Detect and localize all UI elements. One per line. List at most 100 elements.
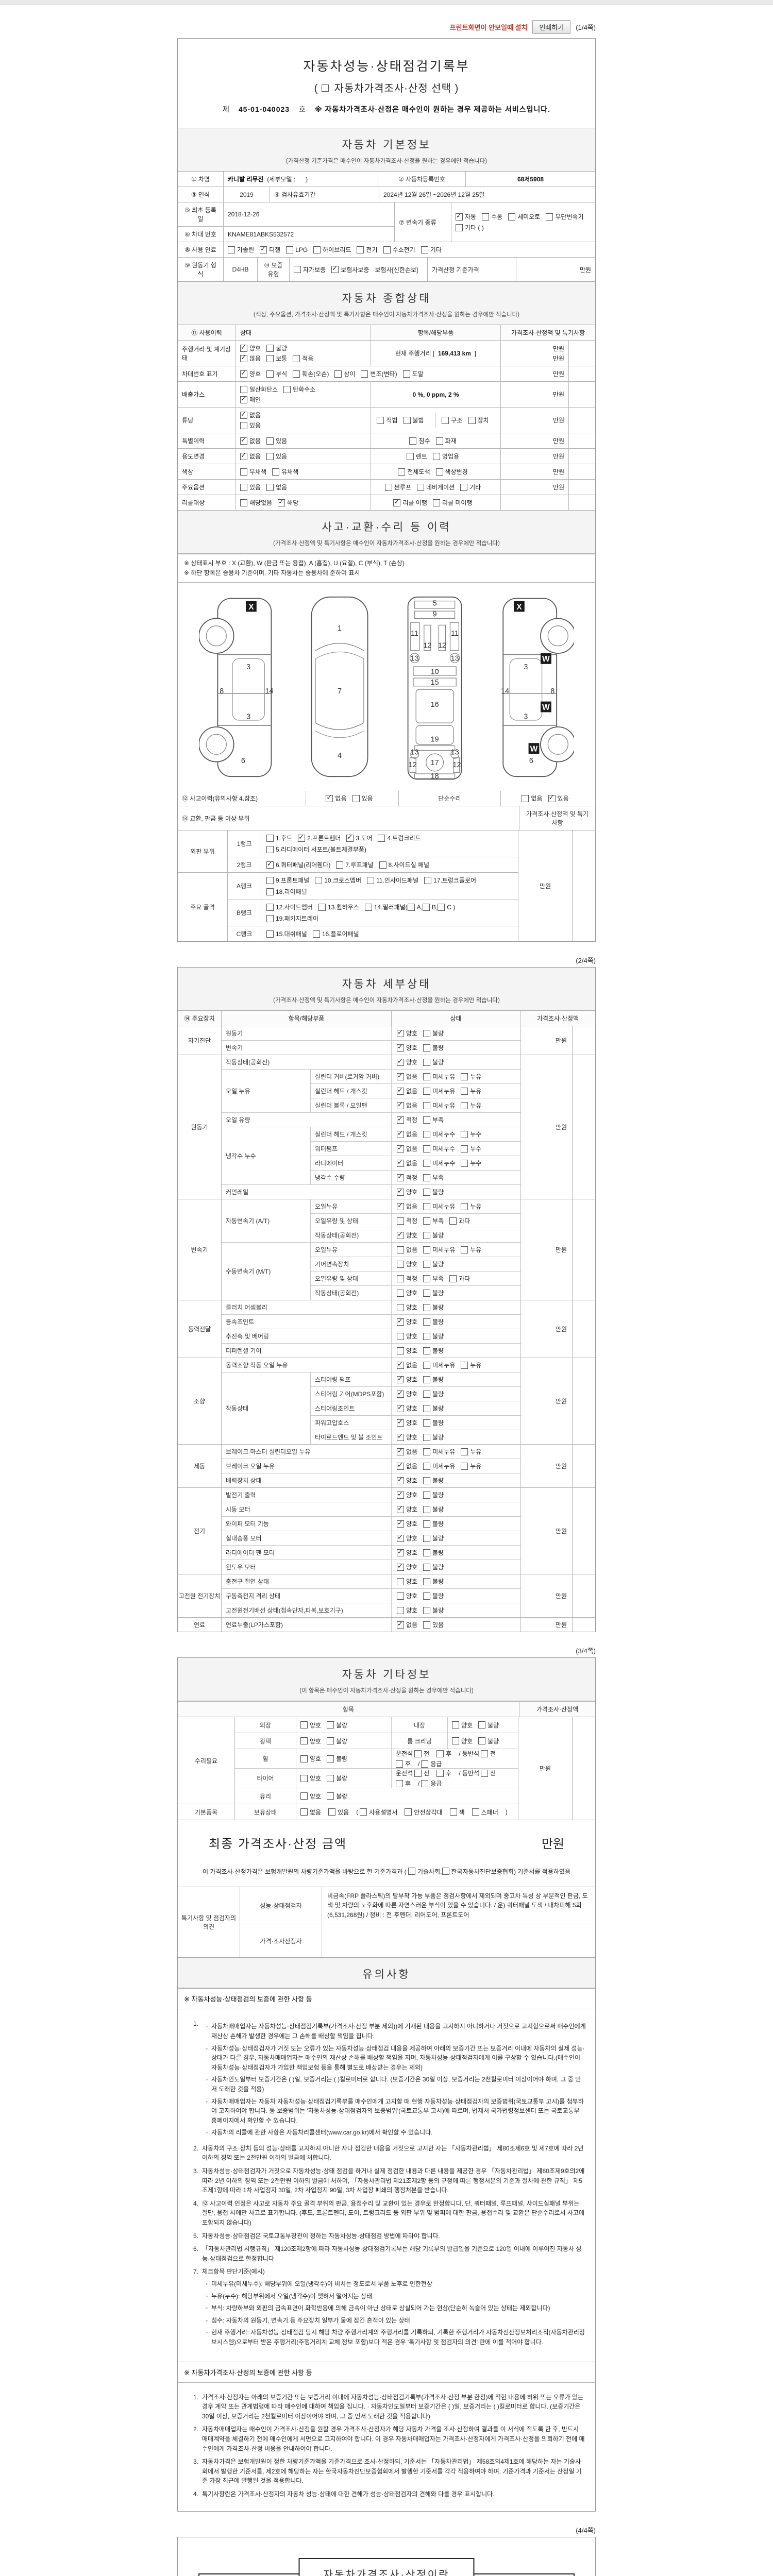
checkbox[interactable]	[449, 1808, 457, 1816]
checkbox[interactable]	[266, 354, 274, 362]
checkbox[interactable]	[240, 483, 247, 491]
checkbox[interactable]	[240, 468, 247, 476]
checkbox[interactable]	[397, 1144, 404, 1153]
checkbox[interactable]	[397, 1504, 404, 1513]
checkbox[interactable]	[294, 266, 301, 273]
checkbox[interactable]	[397, 1620, 404, 1629]
checkbox[interactable]	[357, 246, 364, 253]
checkbox[interactable]	[522, 794, 529, 802]
checkbox[interactable]	[423, 1087, 431, 1095]
checkbox[interactable]	[423, 1058, 431, 1066]
checkbox[interactable]	[397, 1347, 404, 1354]
checkbox[interactable]	[432, 499, 440, 506]
checkbox[interactable]	[228, 246, 235, 253]
checkbox[interactable]	[397, 1275, 404, 1282]
checkbox[interactable]	[461, 1462, 468, 1470]
checkbox[interactable]	[397, 1418, 404, 1427]
checkbox[interactable]	[416, 483, 424, 491]
checkbox[interactable]	[266, 888, 274, 895]
checkbox[interactable]	[405, 1808, 412, 1816]
checkbox[interactable]	[397, 1201, 404, 1210]
checkbox[interactable]	[397, 1447, 404, 1455]
checkbox[interactable]	[423, 1549, 431, 1556]
checkbox[interactable]	[461, 1448, 468, 1455]
checkbox[interactable]	[508, 213, 516, 221]
checkbox[interactable]	[407, 903, 415, 911]
checkbox[interactable]	[435, 468, 443, 476]
checkbox[interactable]	[423, 1606, 431, 1614]
checkbox[interactable]	[266, 834, 274, 842]
checkbox[interactable]	[423, 1029, 431, 1037]
checkbox[interactable]	[397, 1072, 404, 1080]
checkbox[interactable]	[456, 212, 463, 221]
checkbox[interactable]	[393, 498, 401, 506]
checkbox[interactable]	[300, 1774, 308, 1782]
checkbox[interactable]	[548, 793, 556, 802]
checkbox[interactable]	[352, 794, 360, 802]
checkbox[interactable]	[423, 1520, 431, 1528]
checkbox[interactable]	[327, 1774, 334, 1782]
checkbox[interactable]	[300, 1792, 308, 1800]
checkbox[interactable]	[452, 1737, 459, 1745]
checkbox[interactable]	[436, 1750, 444, 1757]
checkbox[interactable]	[397, 1057, 404, 1066]
checkbox[interactable]	[423, 1289, 431, 1297]
checkbox[interactable]	[266, 437, 274, 445]
checkbox[interactable]	[442, 416, 449, 424]
checkbox[interactable]	[472, 1808, 479, 1816]
checkbox[interactable]	[461, 1202, 468, 1210]
checkbox[interactable]	[396, 1760, 403, 1768]
checkbox[interactable]	[423, 1361, 431, 1369]
checkbox[interactable]	[397, 1317, 404, 1326]
checkbox[interactable]	[293, 354, 300, 362]
checkbox[interactable]	[423, 1578, 431, 1585]
checkbox[interactable]	[397, 1432, 404, 1441]
checkbox[interactable]	[384, 483, 392, 491]
checkbox[interactable]	[442, 1868, 449, 1875]
checkbox[interactable]	[397, 1260, 404, 1268]
checkbox[interactable]	[423, 1376, 431, 1383]
checkbox[interactable]	[383, 246, 391, 253]
checkbox[interactable]	[300, 1721, 308, 1729]
checkbox[interactable]	[460, 483, 468, 491]
checkbox[interactable]	[461, 1246, 468, 1253]
checkbox[interactable]	[423, 1303, 431, 1311]
checkbox[interactable]	[423, 1390, 431, 1398]
checkbox[interactable]	[300, 1755, 308, 1762]
checkbox[interactable]	[423, 1505, 431, 1513]
checkbox[interactable]	[286, 246, 294, 253]
checkbox[interactable]	[397, 1519, 404, 1528]
checkbox[interactable]	[397, 1303, 404, 1311]
checkbox[interactable]	[423, 1231, 431, 1239]
checkbox[interactable]	[397, 1158, 404, 1167]
checkbox[interactable]	[423, 1116, 431, 1124]
checkbox[interactable]	[436, 1769, 444, 1777]
checkbox[interactable]	[423, 1260, 431, 1268]
checkbox[interactable]	[364, 903, 372, 911]
checkbox[interactable]	[398, 468, 406, 476]
checkbox[interactable]	[266, 903, 274, 911]
print-button[interactable]: 인쇄하기	[532, 20, 571, 34]
checkbox[interactable]	[435, 437, 443, 445]
checkbox[interactable]	[423, 1044, 431, 1052]
checkbox[interactable]	[461, 1073, 468, 1080]
checkbox[interactable]	[397, 1028, 404, 1037]
checkbox[interactable]	[378, 834, 385, 842]
checkbox[interactable]	[421, 1760, 429, 1768]
checkbox[interactable]	[240, 385, 247, 393]
checkbox[interactable]	[397, 1173, 404, 1181]
checkbox[interactable]	[240, 436, 247, 445]
checkbox[interactable]	[409, 437, 417, 445]
checkbox[interactable]	[266, 483, 274, 491]
checkbox[interactable]	[449, 1217, 457, 1225]
checkbox[interactable]	[423, 1159, 431, 1167]
checkbox[interactable]	[240, 410, 247, 419]
price-survey-select-checkbox[interactable]	[321, 84, 329, 92]
checkbox[interactable]	[423, 1318, 431, 1326]
checkbox[interactable]	[414, 1769, 422, 1777]
checkbox[interactable]	[397, 1115, 404, 1124]
checkbox[interactable]	[327, 1721, 334, 1729]
checkbox[interactable]	[421, 246, 428, 253]
checkbox[interactable]	[452, 1721, 459, 1729]
checkbox[interactable]	[423, 1534, 431, 1542]
